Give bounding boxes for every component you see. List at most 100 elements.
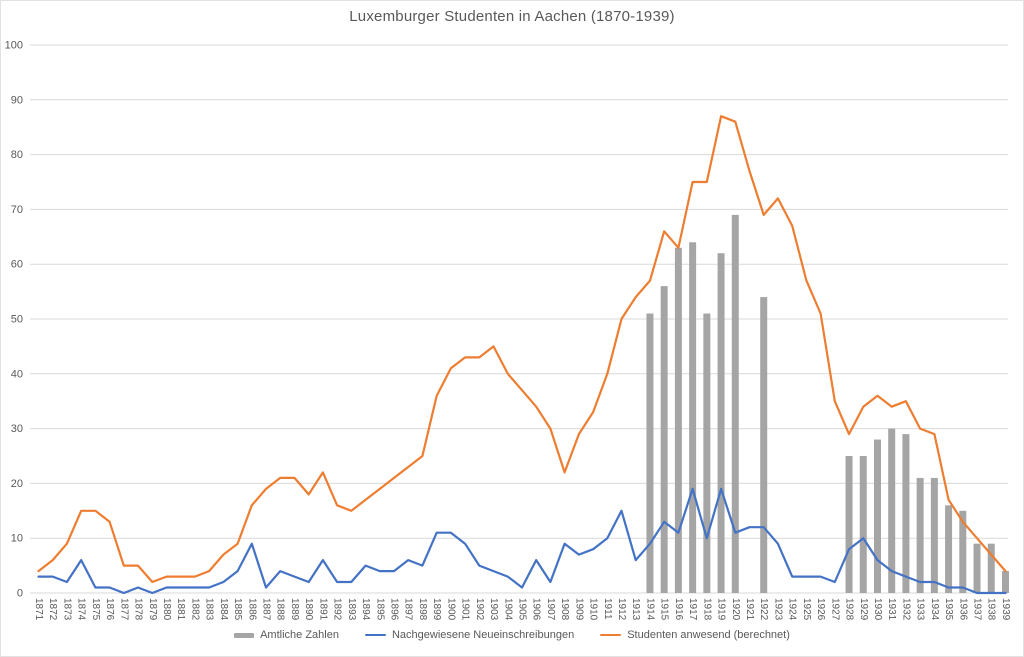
y-axis-tick-label: 100 — [5, 40, 23, 52]
bar-1933 — [916, 477, 924, 593]
y-axis-tick-label: 40 — [11, 368, 23, 380]
x-axis-tick-label: 1910 — [588, 598, 599, 621]
line-series-neueinschreibungen — [37, 487, 1007, 595]
x-axis-tick-label: 1927 — [829, 598, 840, 621]
x-axis-tick-label: 1889 — [289, 598, 300, 621]
x-axis-tick-label: 1871 — [33, 598, 44, 621]
x-axis-tick-label: 1877 — [118, 598, 129, 621]
y-axis-tick-label: 20 — [11, 478, 23, 490]
x-axis-tick-label: 1903 — [488, 598, 499, 621]
x-axis-tick-label: 1881 — [175, 598, 186, 621]
x-axis-tick-label: 1935 — [943, 598, 954, 621]
x-axis-tick-label: 1902 — [474, 598, 485, 621]
chart-title: Luxemburger Studenten in Aachen (1870-19… — [349, 8, 675, 25]
x-axis-tick-label: 1876 — [104, 598, 115, 621]
x-axis-tick-label: 1918 — [701, 598, 712, 621]
legend-item-studenten-anwesend: Studenten anwesend (berechnet) — [600, 629, 790, 641]
x-axis-tick-label: 1883 — [204, 598, 215, 621]
x-axis-tick-label: 1894 — [360, 598, 371, 621]
legend-label: Nachgewiesene Neueinschreibungen — [391, 629, 575, 641]
x-axis-tick-label: 1900 — [445, 598, 456, 621]
bar-1916 — [674, 247, 682, 593]
x-axis-tick-label: 1892 — [332, 598, 343, 621]
bar-1918 — [703, 313, 711, 593]
bar-1934 — [930, 477, 938, 593]
bar-1915 — [660, 286, 668, 593]
line-series-anwesend — [37, 115, 1007, 584]
x-axis-tick-label: 1886 — [246, 598, 257, 621]
x-axis-tick-label: 1922 — [758, 598, 769, 621]
x-axis-tick-label: 1905 — [516, 598, 527, 621]
x-axis-tick-label: 1930 — [872, 598, 883, 621]
x-axis-tick-label: 1893 — [346, 598, 357, 621]
x-axis-tick-label: 1909 — [573, 598, 584, 621]
x-axis-tick-label: 1926 — [815, 598, 826, 621]
y-axis-tick-label: 50 — [11, 314, 23, 326]
x-axis-tick-label: 1914 — [644, 598, 655, 621]
x-axis-tick-label: 1913 — [630, 598, 641, 621]
x-axis-tick-label: 1901 — [460, 598, 471, 621]
x-axis-tick-label: 1887 — [261, 598, 272, 621]
bar-1928 — [845, 456, 853, 593]
x-axis-tick-label: 1925 — [801, 598, 812, 621]
x-axis-tick-label: 1895 — [374, 598, 385, 621]
x-axis-tick-label: 1937 — [972, 598, 983, 621]
x-axis-tick-label: 1932 — [900, 598, 911, 621]
x-axis-tick-label: 1917 — [687, 598, 698, 621]
x-axis-tick-label: 1882 — [189, 598, 200, 621]
bar-1937 — [973, 543, 981, 593]
legend-item-nachgewiesene-neueinschreibungen: Nachgewiesene Neueinschreibungen — [364, 629, 575, 641]
x-axis-tick-label: 1916 — [673, 598, 684, 621]
bar-1917 — [689, 242, 697, 593]
x-axis-tick-label: 1920 — [730, 598, 741, 621]
x-axis-tick-label: 1879 — [147, 598, 158, 621]
bar-1919 — [717, 253, 725, 594]
x-axis-tick-label: 1898 — [417, 598, 428, 621]
x-axis-tick-label: 1907 — [545, 598, 556, 621]
bar-series-swatch-icon — [234, 632, 255, 638]
x-axis-tick-label: 1897 — [403, 598, 414, 621]
y-axis-tick-label: 80 — [11, 149, 23, 161]
y-axis-tick-label: 10 — [11, 533, 23, 545]
x-axis-tick-label: 1904 — [502, 598, 513, 621]
y-axis-tick-label: 90 — [11, 94, 23, 106]
x-axis-tick-label: 1896 — [389, 598, 400, 621]
x-axis-tick-label: 1888 — [275, 598, 286, 621]
x-axis-tick-label: 1908 — [559, 598, 570, 621]
x-axis-tick-label: 1933 — [915, 598, 926, 621]
legend-label: Studenten anwesend (berechnet) — [627, 629, 790, 641]
y-axis-tick-label: 60 — [11, 259, 23, 271]
x-axis-tick-label: 1936 — [957, 598, 968, 621]
bar-1922 — [760, 297, 768, 593]
x-axis-tick-label: 1928 — [844, 598, 855, 621]
bar-1932 — [902, 434, 910, 593]
x-axis-tick-label: 1929 — [858, 598, 869, 621]
legend-item-amtliche-zahlen: Amtliche Zahlen — [234, 629, 339, 641]
x-axis-tick-label: 1874 — [76, 598, 87, 621]
x-axis-tick-label: 1872 — [47, 598, 58, 621]
x-axis-tick-label: 1873 — [61, 598, 72, 621]
y-axis-tick-label: 70 — [11, 204, 23, 216]
x-axis-tick-label: 1934 — [929, 598, 940, 621]
x-axis-tick-label: 1899 — [431, 598, 442, 621]
bar-1930 — [873, 439, 881, 593]
bar-1939 — [1001, 571, 1009, 593]
bar-1931 — [888, 428, 896, 593]
x-axis-tick-label: 1885 — [232, 598, 243, 621]
x-axis-tick-label: 1931 — [886, 598, 897, 621]
orange-line-swatch-icon — [600, 633, 622, 637]
x-axis-tick-label: 1891 — [317, 598, 328, 621]
y-axis-tick-label: 0 — [17, 588, 23, 600]
bar-1929 — [859, 456, 867, 593]
x-axis-tick-label: 1921 — [744, 598, 755, 621]
legend-label: Amtliche Zahlen — [260, 629, 339, 641]
y-axis-tick-label: 30 — [11, 423, 23, 435]
x-axis-tick-label: 1939 — [1000, 598, 1011, 621]
x-axis-tick-label: 1890 — [303, 598, 314, 621]
bar-1935 — [945, 505, 953, 593]
legend: Amtliche Zahlen Nachgewiesene Neueinschr… — [1, 629, 1023, 641]
bar-1914 — [646, 313, 654, 593]
bar-1920 — [731, 214, 739, 593]
x-axis-tick-label: 1924 — [787, 598, 798, 621]
